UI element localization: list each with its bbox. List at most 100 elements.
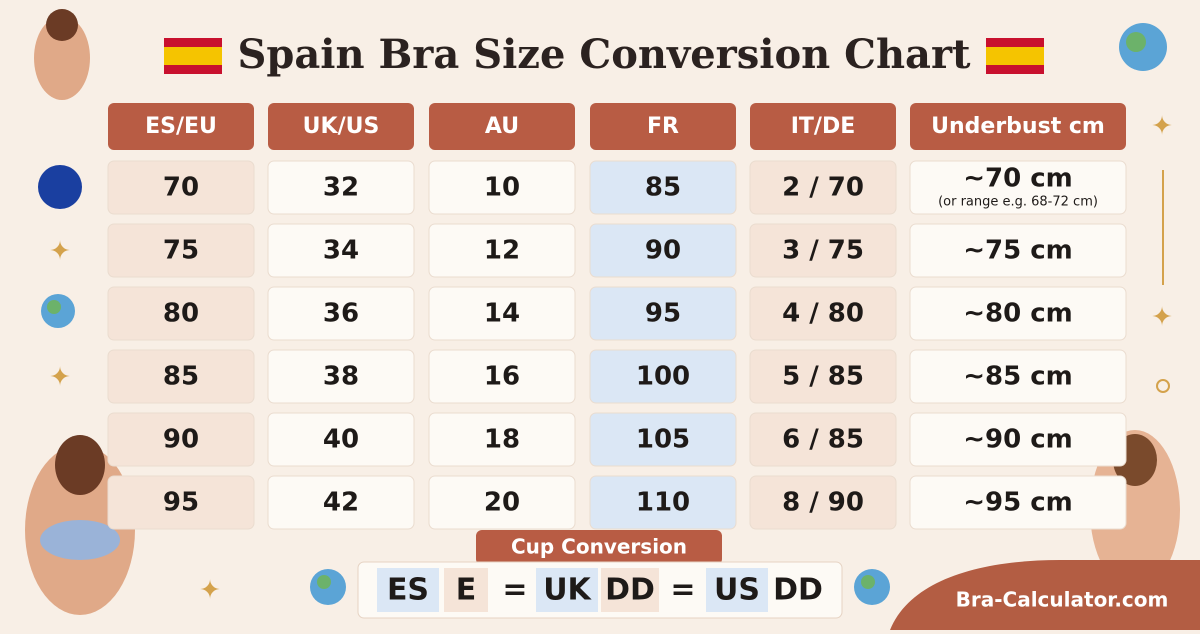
cup-part-bg <box>377 568 439 612</box>
cell: 5 / 85 <box>782 362 864 392</box>
cell-bg <box>589 223 737 278</box>
cup-part: ES <box>387 573 429 608</box>
cup-title: Cup Conversion <box>511 535 687 559</box>
cell-bg <box>428 223 576 278</box>
cell: 4 / 80 <box>782 299 864 329</box>
cell: 105 <box>636 425 690 455</box>
cell-bg <box>267 349 415 404</box>
cell: 36 <box>323 299 359 329</box>
cell: 38 <box>323 362 359 392</box>
cup-part: E <box>456 573 477 608</box>
cell-bg <box>589 412 737 467</box>
cell: 95 <box>645 299 681 329</box>
svg-text:✦: ✦ <box>49 363 71 393</box>
cell: 90 <box>645 236 681 266</box>
cell: ~80 cm <box>963 299 1073 329</box>
cell: 85 <box>163 362 199 392</box>
cell: 20 <box>484 488 520 518</box>
cell: 90 <box>163 425 199 455</box>
cell: 16 <box>484 362 520 392</box>
column-header: IT/DE <box>791 114 856 139</box>
size-table: ES/EU UK/US AU FR IT/DE Underbust cm 70 32 10 85 2… <box>107 103 1127 530</box>
cell: 100 <box>636 362 690 392</box>
column-header-bg <box>268 103 414 150</box>
cell-bg <box>589 475 737 530</box>
column-header-bg <box>429 103 575 150</box>
cell-bg <box>589 160 737 215</box>
cell-bg <box>428 475 576 530</box>
cell: 8 / 90 <box>782 488 864 518</box>
cup-part-bg <box>706 568 768 612</box>
spain-flag <box>164 38 222 74</box>
cell-bg <box>107 160 255 215</box>
cell: ~70 cm <box>963 164 1073 194</box>
brand: Bra-Calculator.com <box>956 588 1169 612</box>
column-header-bg <box>108 103 254 150</box>
cup-part: DD <box>773 573 823 608</box>
cell-bg <box>267 286 415 341</box>
cup-part-bg <box>769 568 827 612</box>
cell-bg <box>909 223 1127 278</box>
cell: 3 / 75 <box>782 236 864 266</box>
svg-text:✦: ✦ <box>199 576 221 606</box>
cell-bg <box>589 286 737 341</box>
svg-text:✦: ✦ <box>1151 112 1173 142</box>
cell: 18 <box>484 425 520 455</box>
column-header: ES/EU <box>145 114 217 139</box>
cell-bg <box>589 349 737 404</box>
cup-part: DD <box>605 573 655 608</box>
cell: 42 <box>323 488 359 518</box>
cell: ~75 cm <box>963 236 1073 266</box>
cell-bg <box>749 349 897 404</box>
cell: 80 <box>163 299 199 329</box>
cell-bg <box>107 475 255 530</box>
cell: 14 <box>484 299 520 329</box>
cell-bg <box>428 286 576 341</box>
cell-bg <box>749 223 897 278</box>
cell: 85 <box>645 173 681 203</box>
column-header-bg <box>590 103 736 150</box>
cup-part-bg <box>601 568 659 612</box>
cell: ~95 cm <box>963 488 1073 518</box>
cell-bg <box>107 412 255 467</box>
cell-bg <box>267 160 415 215</box>
column-header: UK/US <box>303 114 380 139</box>
column-header: Underbust cm <box>931 114 1105 139</box>
cell-bg <box>909 349 1127 404</box>
cell-bg <box>909 412 1127 467</box>
cell-note: (or range e.g. 68-72 cm) <box>938 195 1098 210</box>
cell-bg <box>428 349 576 404</box>
cell-bg <box>107 223 255 278</box>
cell-bg <box>749 412 897 467</box>
cell-bg <box>909 286 1127 341</box>
cell-bg <box>909 475 1127 530</box>
cup-part-bg <box>536 568 598 612</box>
cell: 32 <box>323 173 359 203</box>
cup-part: UK <box>543 573 592 608</box>
cup-part: = <box>502 573 527 608</box>
cell-bg <box>107 286 255 341</box>
cell-bg <box>267 475 415 530</box>
cell-bg <box>909 160 1127 215</box>
cell: 2 / 70 <box>782 173 864 203</box>
cell: 10 <box>484 173 520 203</box>
cell: 40 <box>323 425 359 455</box>
spain-flag <box>986 38 1044 74</box>
cell-bg <box>749 286 897 341</box>
cell-bg <box>107 349 255 404</box>
cell: ~85 cm <box>963 362 1073 392</box>
column-header-bg <box>910 103 1126 150</box>
svg-text:✦: ✦ <box>49 237 71 267</box>
cell: ~90 cm <box>963 425 1073 455</box>
cup-part: US <box>714 573 760 608</box>
cell: 70 <box>163 173 199 203</box>
cell-bg <box>428 412 576 467</box>
cell: 110 <box>636 488 690 518</box>
cell-bg <box>749 475 897 530</box>
column-header-bg <box>750 103 896 150</box>
cell: 34 <box>323 236 359 266</box>
cell: 95 <box>163 488 199 518</box>
cell: 6 / 85 <box>782 425 864 455</box>
column-header: FR <box>647 114 679 139</box>
